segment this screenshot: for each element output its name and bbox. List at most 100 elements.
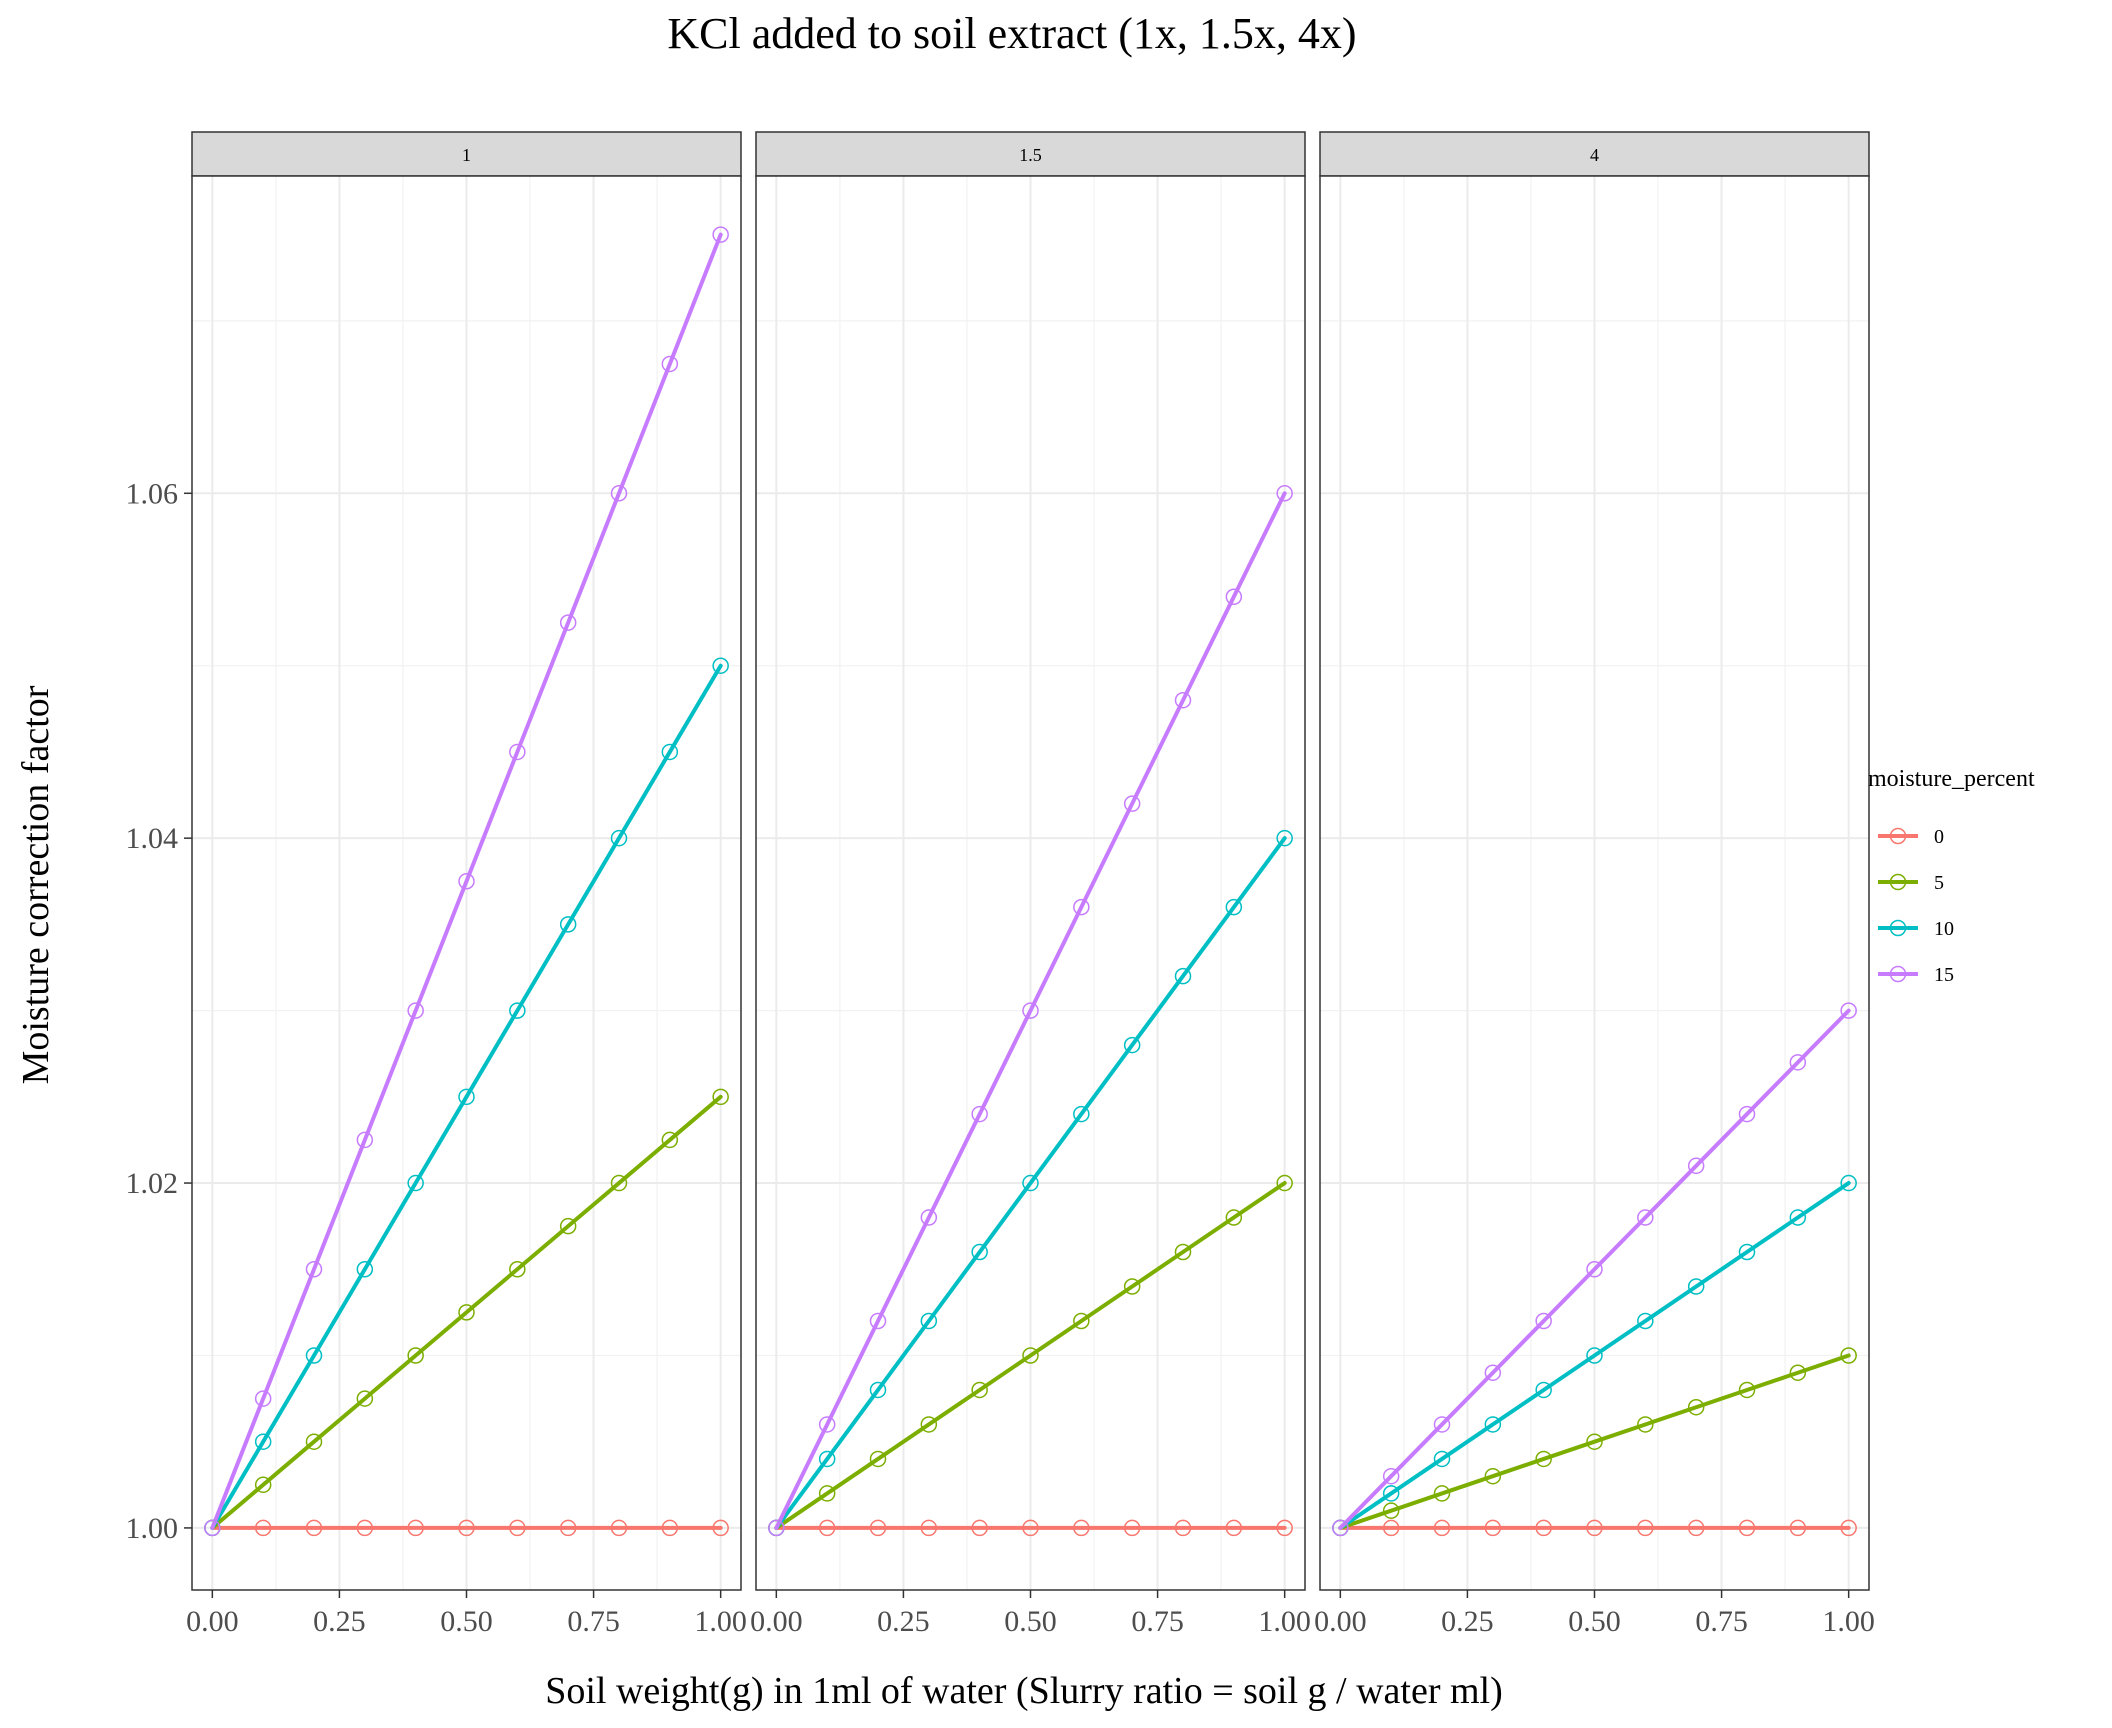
data-point-15 [661, 355, 679, 373]
data-point-0 [356, 1519, 374, 1537]
data-point-5 [458, 1304, 475, 1321]
legend-key-point [1889, 827, 1907, 845]
data-point-0 [712, 1519, 729, 1537]
x-tick-label: 1.00 [1822, 1605, 1875, 1638]
data-point-15 [610, 485, 628, 502]
data-point-15 [1276, 485, 1293, 502]
data-point-10 [661, 743, 679, 761]
data-point-15 [305, 1261, 323, 1278]
data-point-0 [1225, 1519, 1243, 1537]
y-tick-label: 1.00 [126, 1512, 179, 1545]
data-point-15 [1382, 1467, 1400, 1485]
data-point-10 [1484, 1416, 1502, 1433]
facet-strip-label: 4 [1590, 145, 1599, 165]
data-point-15 [1022, 1002, 1039, 1019]
x-tick-label: 0.00 [186, 1605, 239, 1638]
data-point-10 [1433, 1450, 1451, 1468]
y-axis-label: Moisture correction factor [15, 685, 57, 1084]
data-point-0 [1840, 1519, 1857, 1537]
x-tick-label: 0.75 [1131, 1605, 1184, 1638]
data-point-5 [1484, 1467, 1502, 1485]
data-point-15 [869, 1312, 887, 1330]
data-point-10 [712, 657, 729, 674]
data-point-0 [1738, 1519, 1756, 1537]
x-tick-label: 0.75 [1695, 1605, 1748, 1638]
data-point-5 [407, 1347, 424, 1364]
data-point-0 [458, 1519, 475, 1537]
data-point-15 [204, 1519, 221, 1537]
data-point-5 [1022, 1347, 1039, 1364]
data-point-0 [610, 1519, 628, 1537]
x-tick-label: 0.75 [567, 1605, 620, 1638]
data-point-10 [458, 1088, 475, 1106]
data-point-10 [1586, 1347, 1603, 1364]
data-point-15 [1840, 1002, 1857, 1019]
data-point-5 [1586, 1433, 1603, 1450]
data-point-15 [1738, 1105, 1756, 1123]
y-tick-label: 1.04 [126, 822, 179, 855]
data-point-5 [1382, 1502, 1400, 1519]
data-point-15 [1433, 1416, 1451, 1433]
x-tick-label: 0.50 [440, 1605, 493, 1638]
facet-panel-1: 1 0.00 0.25 0.50 0.75 1.00 1.00 1.02 1.04 1.06 [126, 131, 747, 1638]
legend-entry-label: 5 [1934, 872, 1944, 894]
data-point-10 [356, 1261, 374, 1278]
x-tick-label: 1.00 [1258, 1605, 1311, 1638]
data-point-0 [1123, 1519, 1141, 1537]
data-point-5 [920, 1416, 938, 1433]
data-point-10 [1073, 1105, 1090, 1123]
data-point-0 [818, 1519, 836, 1537]
legend-entry-15: 15 [1878, 964, 1954, 986]
data-point-15 [768, 1519, 785, 1537]
data-point-0 [1073, 1519, 1090, 1537]
data-point-5 [1225, 1209, 1243, 1226]
data-point-15 [1484, 1364, 1502, 1381]
data-point-10 [971, 1243, 988, 1261]
series-line-10 [774, 836, 1287, 1530]
data-point-5 [1073, 1312, 1090, 1330]
data-point-15 [1637, 1209, 1654, 1226]
data-point-5 [1637, 1416, 1654, 1433]
data-point-5 [869, 1450, 887, 1468]
y-tick-label: 1.06 [126, 477, 179, 510]
data-point-10 [1535, 1381, 1552, 1399]
facets-layer: 1 0.00 0.25 0.50 0.75 1.00 1.00 1.02 1.04 1.06 1.5… [126, 131, 1875, 1638]
data-point-10 [305, 1347, 323, 1364]
data-point-0 [869, 1519, 887, 1537]
data-point-15 [1123, 795, 1141, 812]
data-point-5 [818, 1485, 836, 1502]
data-point-0 [1535, 1519, 1552, 1537]
data-point-10 [1276, 829, 1293, 847]
legend-key-point [1889, 919, 1907, 937]
data-point-5 [1535, 1450, 1552, 1468]
legend-entry-10: 10 [1878, 918, 1954, 940]
legend-entry-label: 10 [1934, 918, 1954, 940]
data-point-15 [1332, 1519, 1349, 1537]
data-point-5 [1276, 1174, 1293, 1192]
data-point-15 [509, 743, 526, 761]
facet-strip [1319, 131, 1870, 177]
data-point-5 [1840, 1347, 1857, 1364]
data-point-0 [1789, 1519, 1807, 1537]
data-point-5 [254, 1476, 272, 1494]
data-point-15 [356, 1131, 374, 1149]
facet-panel-3: 4 0.00 0.25 0.50 0.75 1.00 [1314, 131, 1875, 1638]
data-point-15 [1789, 1054, 1807, 1071]
data-point-0 [509, 1519, 526, 1537]
data-point-10 [509, 1002, 526, 1019]
data-point-10 [1174, 967, 1192, 985]
series-line-15 [774, 491, 1287, 1530]
data-point-5 [971, 1381, 988, 1399]
data-point-0 [920, 1519, 938, 1537]
data-point-0 [1687, 1519, 1705, 1537]
data-point-10 [254, 1433, 272, 1450]
series-line-5 [1338, 1353, 1851, 1530]
chart-title: KCl added to soil extract (1x, 1.5x, 4x) [667, 9, 1356, 58]
data-point-0 [1382, 1519, 1400, 1537]
data-point-15 [458, 873, 475, 890]
data-point-0 [407, 1519, 424, 1537]
data-point-10 [1687, 1278, 1705, 1295]
data-point-10 [1738, 1243, 1756, 1261]
data-point-10 [1123, 1036, 1141, 1054]
